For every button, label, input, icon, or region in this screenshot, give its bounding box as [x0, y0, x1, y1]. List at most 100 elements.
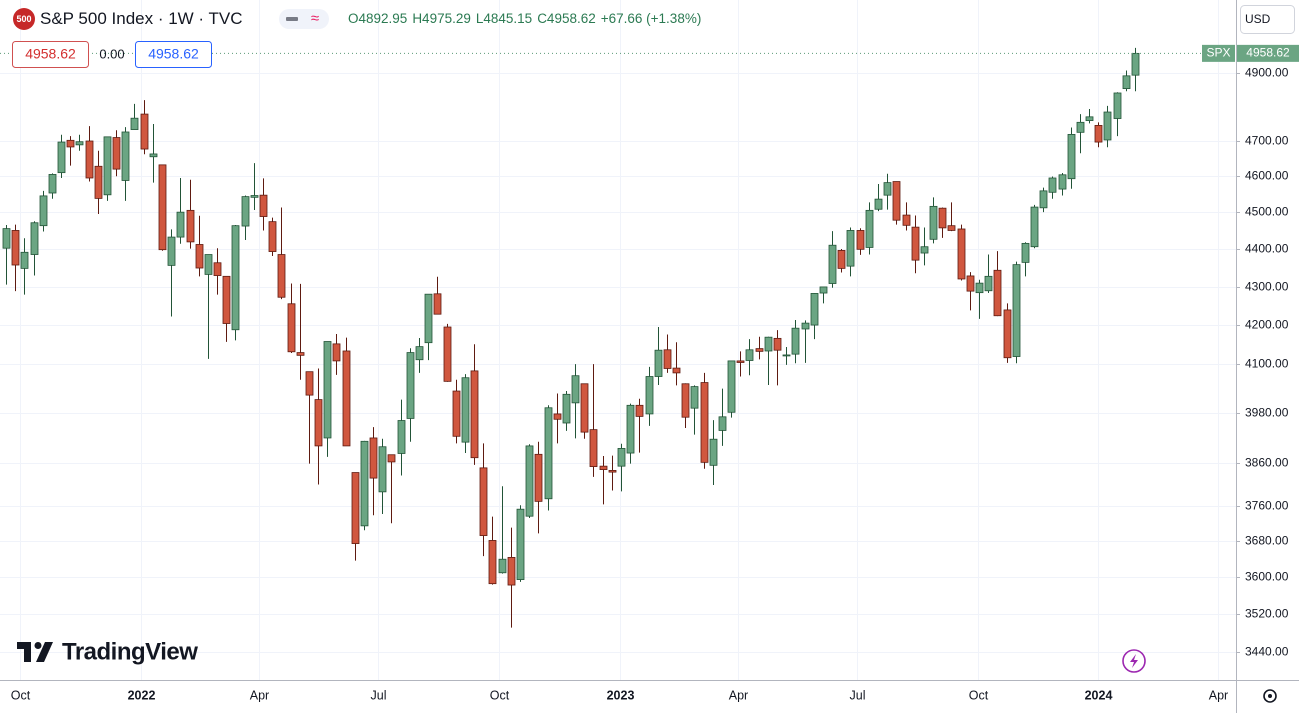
candle-body — [635, 404, 644, 417]
news-bolt — [1130, 654, 1138, 668]
candle-body — [406, 352, 415, 419]
candle-body — [727, 360, 736, 413]
candle-body — [259, 194, 268, 217]
candle-body — [718, 416, 727, 431]
candle-body — [1103, 111, 1112, 141]
y-tick-label: 3760.00 — [1245, 499, 1289, 513]
indicator-pill[interactable] — [279, 9, 329, 29]
currency: USD — [1245, 12, 1271, 26]
y-tick-label: 3860.00 — [1245, 456, 1289, 470]
candle-body — [488, 540, 497, 585]
candle-body — [700, 382, 709, 463]
candle-body — [1076, 121, 1085, 133]
candle-body — [167, 236, 176, 266]
candle-body — [589, 429, 598, 467]
candle-body — [993, 269, 1002, 317]
ask-box[interactable] — [135, 41, 212, 68]
candle-body — [360, 440, 369, 527]
candle-body — [20, 251, 29, 269]
candle-body — [433, 293, 442, 315]
candle-body — [57, 141, 66, 174]
candle-body — [452, 390, 461, 437]
candle-body — [745, 349, 754, 361]
x-tick-label: Apr — [250, 688, 269, 702]
candle-body — [1048, 177, 1057, 193]
candle-body — [461, 377, 470, 443]
candle-body — [415, 346, 424, 361]
candle-body — [470, 370, 479, 459]
candle-body — [920, 246, 929, 254]
candle-body — [846, 230, 855, 267]
candle-body — [957, 228, 966, 280]
approx-icon: ≈ — [311, 10, 319, 27]
ohlc-change: +67.66 (+1.38%) — [601, 11, 702, 26]
candle-body — [617, 448, 626, 467]
candle-body — [911, 226, 920, 261]
y-tick-label: 3520.00 — [1245, 607, 1289, 621]
spread: 0.00 — [99, 46, 124, 61]
symbol-badge — [13, 8, 35, 30]
news-icon[interactable] — [1122, 649, 1146, 673]
y-tick-label: 4600.00 — [1245, 169, 1289, 183]
candle-body — [929, 205, 938, 240]
candle-body — [332, 343, 341, 362]
candle-body — [562, 393, 571, 424]
candle-body — [791, 327, 800, 355]
x-tick-label: Oct — [490, 688, 510, 702]
candle-body — [323, 341, 332, 439]
candle-body — [130, 117, 139, 130]
ask-price: 4958.62 — [148, 46, 199, 62]
bid-box[interactable] — [12, 41, 89, 68]
symbol-tag-text: SPX — [1206, 46, 1230, 60]
candle-body — [1039, 190, 1048, 209]
x-tick-label: Apr — [1209, 688, 1228, 702]
candle-body — [305, 371, 314, 396]
candle-body — [516, 508, 525, 580]
candle-body — [213, 262, 222, 276]
candle-body — [1085, 116, 1094, 122]
candle-body — [48, 174, 57, 194]
symbol-tag — [1202, 44, 1235, 62]
logo-text: TradingView — [62, 638, 198, 665]
candle-body — [94, 165, 103, 199]
candle-body — [75, 141, 84, 146]
ohlc-value: C4958.62 — [537, 11, 596, 26]
candle-body — [103, 136, 112, 196]
candle-body — [498, 558, 507, 574]
candle-body — [892, 181, 901, 221]
x-tick-label: 2024 — [1085, 688, 1113, 702]
x-tick-label: 2023 — [607, 688, 635, 702]
candle-body — [1094, 125, 1103, 143]
candle-body — [176, 211, 185, 238]
candle-body — [755, 348, 764, 352]
settings-dot — [1268, 694, 1272, 698]
candle-body — [424, 293, 433, 344]
y-tick-label: 4500.00 — [1245, 205, 1289, 219]
candle-body — [1021, 242, 1030, 263]
symbol-title[interactable]: S&P 500 Index · 1W · TVC — [40, 9, 243, 28]
candle-body — [149, 153, 158, 158]
candle-body — [222, 275, 231, 324]
candle-body — [553, 413, 562, 420]
candle-body — [856, 230, 865, 250]
candle-body — [580, 383, 589, 433]
currency-button[interactable] — [1240, 5, 1295, 34]
candle-body — [626, 404, 635, 454]
settings-icon[interactable] — [1263, 689, 1277, 703]
candle-body — [1113, 92, 1122, 119]
candle-body — [277, 254, 286, 298]
x-tick-label: Jul — [371, 688, 387, 702]
grid — [0, 0, 1236, 680]
candle-body — [681, 383, 690, 418]
candle-body — [690, 386, 699, 409]
candle-body — [828, 244, 837, 284]
candle-body — [947, 225, 956, 231]
candle-body — [1122, 75, 1131, 89]
y-tick-label: 4300.00 — [1245, 280, 1289, 294]
candle-body — [902, 214, 911, 226]
candle-body — [645, 376, 654, 415]
candle-body — [39, 195, 48, 227]
ohlc-value: O4892.95 — [348, 11, 407, 26]
candle-body — [121, 131, 130, 181]
